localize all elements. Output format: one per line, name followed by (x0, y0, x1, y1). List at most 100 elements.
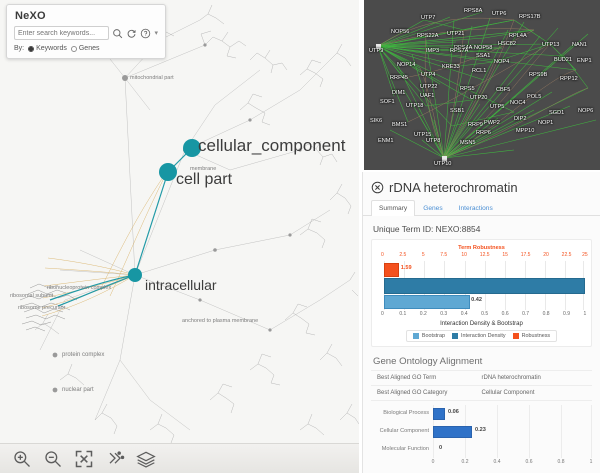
gene-label[interactable]: RRP45 (390, 75, 409, 81)
go-bar-biological-process[interactable] (433, 408, 445, 420)
gene-label[interactable]: POL5 (527, 94, 542, 100)
gene-label[interactable]: BMS1 (392, 122, 408, 128)
node-label-protein-complex[interactable]: protein complex (62, 352, 105, 358)
node-label-nuclear-part[interactable]: nuclear part (62, 387, 94, 393)
gene-label[interactable]: NOP1 (538, 120, 554, 126)
gene-label[interactable]: BUD21 (554, 57, 573, 63)
gene-label[interactable]: SOF1 (380, 99, 395, 105)
gene-label[interactable]: SIK6 (370, 118, 383, 124)
tab-summary[interactable]: Summary (371, 200, 416, 216)
node-label-ribosome-precursor[interactable]: ribosome precursor (18, 305, 66, 311)
node-label-cell-part[interactable]: cell part (176, 171, 233, 188)
gene-label[interactable]: UTP8 (426, 138, 441, 144)
node-label-cellular-component[interactable]: cellular_component (198, 136, 346, 155)
node-label-membrane[interactable]: membrane (190, 166, 217, 172)
gene-label[interactable]: DIM1 (392, 90, 406, 96)
gene-label[interactable]: RPS17B (519, 14, 541, 20)
gene-label[interactable]: NOC4 (510, 100, 526, 106)
zoom-out-icon[interactable] (43, 449, 63, 469)
gene-label[interactable]: CBF5 (496, 87, 511, 93)
tree-toolbar[interactable] (0, 443, 359, 473)
legend-item-robustness[interactable]: Robustness (512, 333, 550, 339)
legend-item-bootstrap[interactable]: Bootstrap (412, 333, 445, 339)
gene-label[interactable]: UTP9 (369, 48, 384, 54)
gene-label[interactable]: RCL1 (472, 68, 487, 74)
gene-label[interactable]: UTP5 (490, 104, 505, 110)
term-detail-panel[interactable]: rDNA heterochromatin Summary Genes Inter… (362, 172, 600, 473)
gene-label[interactable]: RPS7A (450, 48, 469, 54)
gene-label[interactable]: SGD1 (549, 110, 565, 116)
gene-label[interactable]: RPS8A (464, 8, 483, 14)
gene-label[interactable]: RPP12 (560, 76, 578, 82)
gene-label[interactable]: MPP10 (516, 128, 535, 134)
bar-bootstrap[interactable] (384, 295, 470, 309)
gene-label[interactable]: NOP58 (474, 45, 493, 51)
gene-label[interactable]: UTP6 (492, 11, 507, 17)
node-label-ribosomal-subunit[interactable]: ribosomal subunit (10, 293, 54, 299)
close-circle-icon[interactable] (371, 181, 384, 194)
ontology-tree-canvas[interactable] (0, 0, 359, 473)
layers-icon[interactable] (136, 449, 156, 469)
gene-label[interactable]: UTP13 (542, 42, 560, 48)
search-by-row[interactable]: By: Keywords Genes (14, 45, 158, 52)
gene-label[interactable]: RRP6 (476, 130, 491, 136)
gene-label[interactable]: SSA1 (476, 53, 491, 59)
gene-label[interactable]: RPS9B (529, 72, 548, 78)
radio-keywords[interactable]: Keywords (28, 45, 67, 52)
node-label-ribonucleoprotein-complex[interactable]: ribonucleoprotein complex (47, 285, 112, 291)
gene-label[interactable]: RPL4A (509, 33, 527, 39)
gene-label[interactable]: NOP56 (391, 29, 410, 35)
legend-item-interaction-density[interactable]: Interaction Density (451, 333, 506, 339)
ontology-tree-pane[interactable]: cellular_component cell part intracellul… (0, 0, 359, 473)
gene-label[interactable]: HSC82 (498, 41, 517, 47)
detail-tabs[interactable]: Summary Genes Interactions (363, 199, 600, 216)
gene-label[interactable]: UTP21 (447, 31, 465, 37)
gene-label[interactable]: NAN1 (572, 42, 587, 48)
radio-genes-dot[interactable] (70, 45, 77, 52)
gene-label[interactable]: UTP15 (414, 132, 432, 138)
radio-keywords-dot[interactable] (28, 45, 35, 52)
gene-label[interactable]: RPS5 (460, 86, 475, 92)
gene-label[interactable]: KRE33 (442, 64, 460, 70)
bar-interaction-density[interactable] (384, 278, 585, 294)
gene-label[interactable]: NOP6 (578, 108, 594, 114)
help-icon[interactable] (140, 28, 151, 39)
gene-label[interactable]: UTP7 (421, 15, 436, 21)
gene-label[interactable]: PWP2 (484, 120, 500, 126)
gene-label[interactable]: UAF1 (420, 93, 435, 99)
zoom-in-icon[interactable] (12, 449, 32, 469)
go-bar-cellular-component[interactable] (433, 426, 472, 438)
gene-label[interactable]: DIP2 (514, 116, 527, 122)
node-label-intracellular[interactable]: intracellular (145, 277, 217, 293)
node-label-mitochondrial-part[interactable]: mitochondrial part (130, 75, 174, 81)
gene-label[interactable]: UTP18 (406, 103, 424, 109)
node-label-anchored-to-plasma-membrane[interactable]: anchored to plasma membrane (182, 318, 259, 324)
gene-label[interactable]: SSB1 (450, 108, 465, 114)
search-icon[interactable] (112, 28, 123, 39)
gene-label[interactable]: IMP3 (426, 48, 440, 54)
gene-label[interactable]: UTP10 (434, 161, 452, 167)
gene-label[interactable]: NOP14 (397, 62, 416, 68)
chevron-down-icon[interactable]: ▾ (154, 29, 158, 37)
search-row[interactable]: ▾ (14, 26, 158, 40)
gene-label[interactable]: ENP1 (577, 58, 592, 64)
search-card[interactable]: NeXO (6, 4, 166, 59)
search-input[interactable] (14, 26, 110, 40)
tab-genes[interactable]: Genes (423, 205, 443, 212)
gene-node-hub-utp10[interactable] (442, 156, 447, 161)
gene-label[interactable]: UTP20 (470, 95, 488, 101)
gene-label[interactable]: RPS4A (454, 45, 473, 51)
gene-label[interactable]: NOP4 (494, 59, 510, 65)
refresh-icon[interactable] (126, 28, 137, 39)
gene-label[interactable]: MSN5 (460, 140, 476, 146)
tab-interactions[interactable]: Interactions (458, 205, 493, 212)
fit-screen-icon[interactable] (74, 449, 94, 469)
gene-label[interactable]: UTP22 (420, 84, 438, 90)
gene-interaction-network[interactable]: UTP9 UTP7 NOP56 UTP21 RPS8A UTP6 RPS22A … (362, 0, 600, 170)
bar-robustness[interactable] (384, 263, 400, 277)
gene-label[interactable]: RPS22A (417, 33, 439, 39)
collapse-icon[interactable] (105, 449, 125, 469)
gene-node-hub-utp9[interactable] (376, 44, 381, 49)
radio-genes[interactable]: Genes (70, 45, 99, 52)
gene-label[interactable]: RRP9 (468, 122, 483, 128)
